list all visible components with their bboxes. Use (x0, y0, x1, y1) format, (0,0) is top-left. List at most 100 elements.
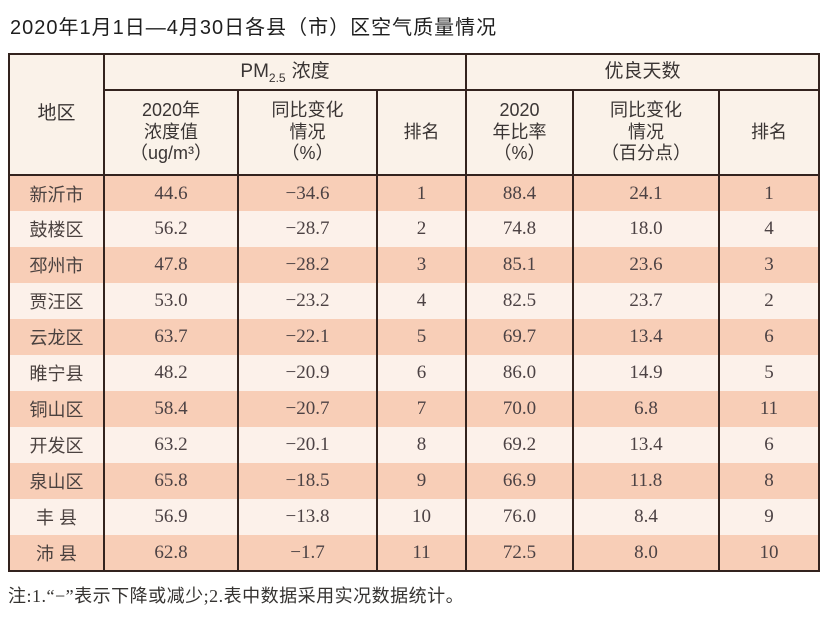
cell-rate-change: 13.4 (572, 319, 720, 355)
cell-pm-value: 58.4 (103, 391, 238, 427)
cell-pm-change: −1.7 (237, 535, 377, 571)
cell-pm-rank: 1 (375, 175, 467, 211)
cell-pm-rank: 4 (375, 283, 467, 319)
table-row: 新沂市 44.6 −34.6 1 88.4 24.1 1 (8, 175, 820, 211)
header-line: （ug/m³） (129, 143, 212, 164)
table-row: 贾汪区 53.0 −23.2 4 82.5 23.7 2 (8, 283, 820, 319)
cell-rate-change: 18.0 (572, 211, 720, 247)
cell-region: 丰 县 (8, 499, 104, 535)
header-line: 情况 (289, 121, 326, 142)
cell-pm-change: −18.5 (237, 463, 377, 499)
cell-pm-value: 65.8 (103, 463, 238, 499)
cell-pm-value: 63.2 (103, 427, 238, 463)
cell-pm-rank: 10 (375, 499, 467, 535)
cell-rate-change: 23.7 (572, 283, 720, 319)
cell-rate-rank: 10 (718, 535, 820, 571)
col-header-pm-rank: 排名 (375, 90, 467, 176)
col-header-good-change: 同比变化 情况 （百分点） (572, 90, 720, 176)
col-header-good-rate: 2020 年比率 （%） (465, 90, 574, 176)
table-row: 泉山区 65.8 −18.5 9 66.9 11.8 8 (8, 463, 820, 499)
cell-region: 睢宁县 (8, 355, 104, 391)
header-sub-row: 2020年 浓度值 （ug/m³） 同比变化 情况 （%） 排名 2020 年比… (9, 90, 820, 176)
page-title: 2020年1月1日—4月30日各县（市）区空气质量情况 (10, 17, 498, 39)
cell-pm-rank: 9 (375, 463, 467, 499)
cell-pm-rank: 8 (375, 427, 467, 463)
cell-rate: 66.9 (465, 463, 574, 499)
cell-pm-rank: 3 (375, 247, 467, 283)
cell-rate-rank: 1 (718, 175, 820, 211)
cell-pm-change: −20.9 (237, 355, 377, 391)
cell-rate-rank: 5 (718, 355, 820, 391)
cell-pm-value: 44.6 (103, 175, 238, 211)
cell-region: 铜山区 (8, 391, 104, 427)
table-row: 沛 县 62.8 −1.7 11 72.5 8.0 10 (8, 535, 820, 571)
col-header-pm-change: 同比变化 情况 （%） (237, 90, 377, 176)
cell-pm-change: −20.7 (237, 391, 377, 427)
cell-rate-change: 14.9 (572, 355, 720, 391)
cell-pm-value: 53.0 (103, 283, 238, 319)
pm-label-suffix: 浓度 (291, 60, 330, 82)
cell-pm-change: −28.7 (237, 211, 377, 247)
header-line: 2020 (499, 100, 540, 121)
table-row: 睢宁县 48.2 −20.9 6 86.0 14.9 5 (8, 355, 820, 391)
cell-rate: 86.0 (465, 355, 574, 391)
cell-pm-value: 47.8 (103, 247, 238, 283)
cell-rate: 85.1 (465, 247, 574, 283)
header-line: 情况 (628, 121, 665, 142)
cell-rate-rank: 2 (718, 283, 820, 319)
header-line: 同比变化 (271, 100, 344, 121)
cell-rate-rank: 6 (718, 319, 820, 355)
cell-pm-value: 56.9 (103, 499, 238, 535)
col-header-region: 地区 (8, 54, 104, 176)
pm-subscript: 2.5 (268, 70, 286, 85)
cell-region: 开发区 (8, 427, 104, 463)
col-group-good-days: 优良天数 (465, 54, 820, 91)
col-header-pm-value: 2020年 浓度值 （ug/m³） (103, 90, 238, 176)
table-row: 丰 县 56.9 −13.8 10 76.0 8.4 9 (8, 499, 820, 535)
cell-rate: 69.2 (465, 427, 574, 463)
header-line: （百分点） (601, 143, 692, 164)
cell-pm-change: −34.6 (237, 175, 377, 211)
cell-pm-value: 62.8 (103, 535, 238, 571)
footnote: 注:1.“−”表示下降或减少;2.表中数据采用实况数据统计。 (8, 586, 465, 606)
cell-pm-change: −13.8 (237, 499, 377, 535)
cell-region: 贾汪区 (8, 283, 104, 319)
cell-rate-rank: 11 (718, 391, 820, 427)
col-header-good-rank: 排名 (718, 90, 820, 176)
cell-pm-rank: 11 (375, 535, 467, 571)
cell-rate-change: 23.6 (572, 247, 720, 283)
cell-rate-rank: 9 (718, 499, 820, 535)
header-line: 浓度值 (144, 121, 198, 142)
col-group-pm25: PM2.5 浓度 (102, 54, 467, 91)
cell-region: 云龙区 (8, 319, 104, 355)
cell-pm-change: −23.2 (237, 283, 377, 319)
cell-rate: 88.4 (465, 175, 574, 211)
cell-pm-rank: 5 (375, 319, 467, 355)
cell-rate-change: 6.8 (572, 391, 720, 427)
pm-label: PM (240, 60, 269, 82)
cell-pm-change: −22.1 (237, 319, 377, 355)
cell-rate: 70.0 (465, 391, 574, 427)
cell-rate-change: 24.1 (572, 175, 720, 211)
header-line: （%） (493, 143, 546, 164)
cell-region: 鼓楼区 (8, 211, 104, 247)
cell-rate-change: 8.0 (572, 535, 720, 571)
cell-rate-change: 11.8 (572, 463, 720, 499)
header-group-row: 地区 PM2.5 浓度 优良天数 (8, 54, 820, 176)
header-line: 同比变化 (610, 100, 683, 121)
cell-region: 邳州市 (8, 247, 104, 283)
table-row: 邳州市 47.8 −28.2 3 85.1 23.6 3 (8, 247, 820, 283)
cell-rate-rank: 8 (718, 463, 820, 499)
cell-region: 泉山区 (8, 463, 104, 499)
table-row: 鼓楼区 56.2 −28.7 2 74.8 18.0 4 (8, 211, 820, 247)
cell-rate: 72.5 (465, 535, 574, 571)
header-line: （%） (281, 143, 334, 164)
cell-rate: 76.0 (465, 499, 574, 535)
cell-pm-rank: 6 (375, 355, 467, 391)
cell-rate-rank: 6 (718, 427, 820, 463)
cell-rate: 69.7 (465, 319, 574, 355)
header-line: 2020年 (141, 100, 201, 121)
cell-rate: 82.5 (465, 283, 574, 319)
cell-rate: 74.8 (465, 211, 574, 247)
cell-rate-change: 8.4 (572, 499, 720, 535)
